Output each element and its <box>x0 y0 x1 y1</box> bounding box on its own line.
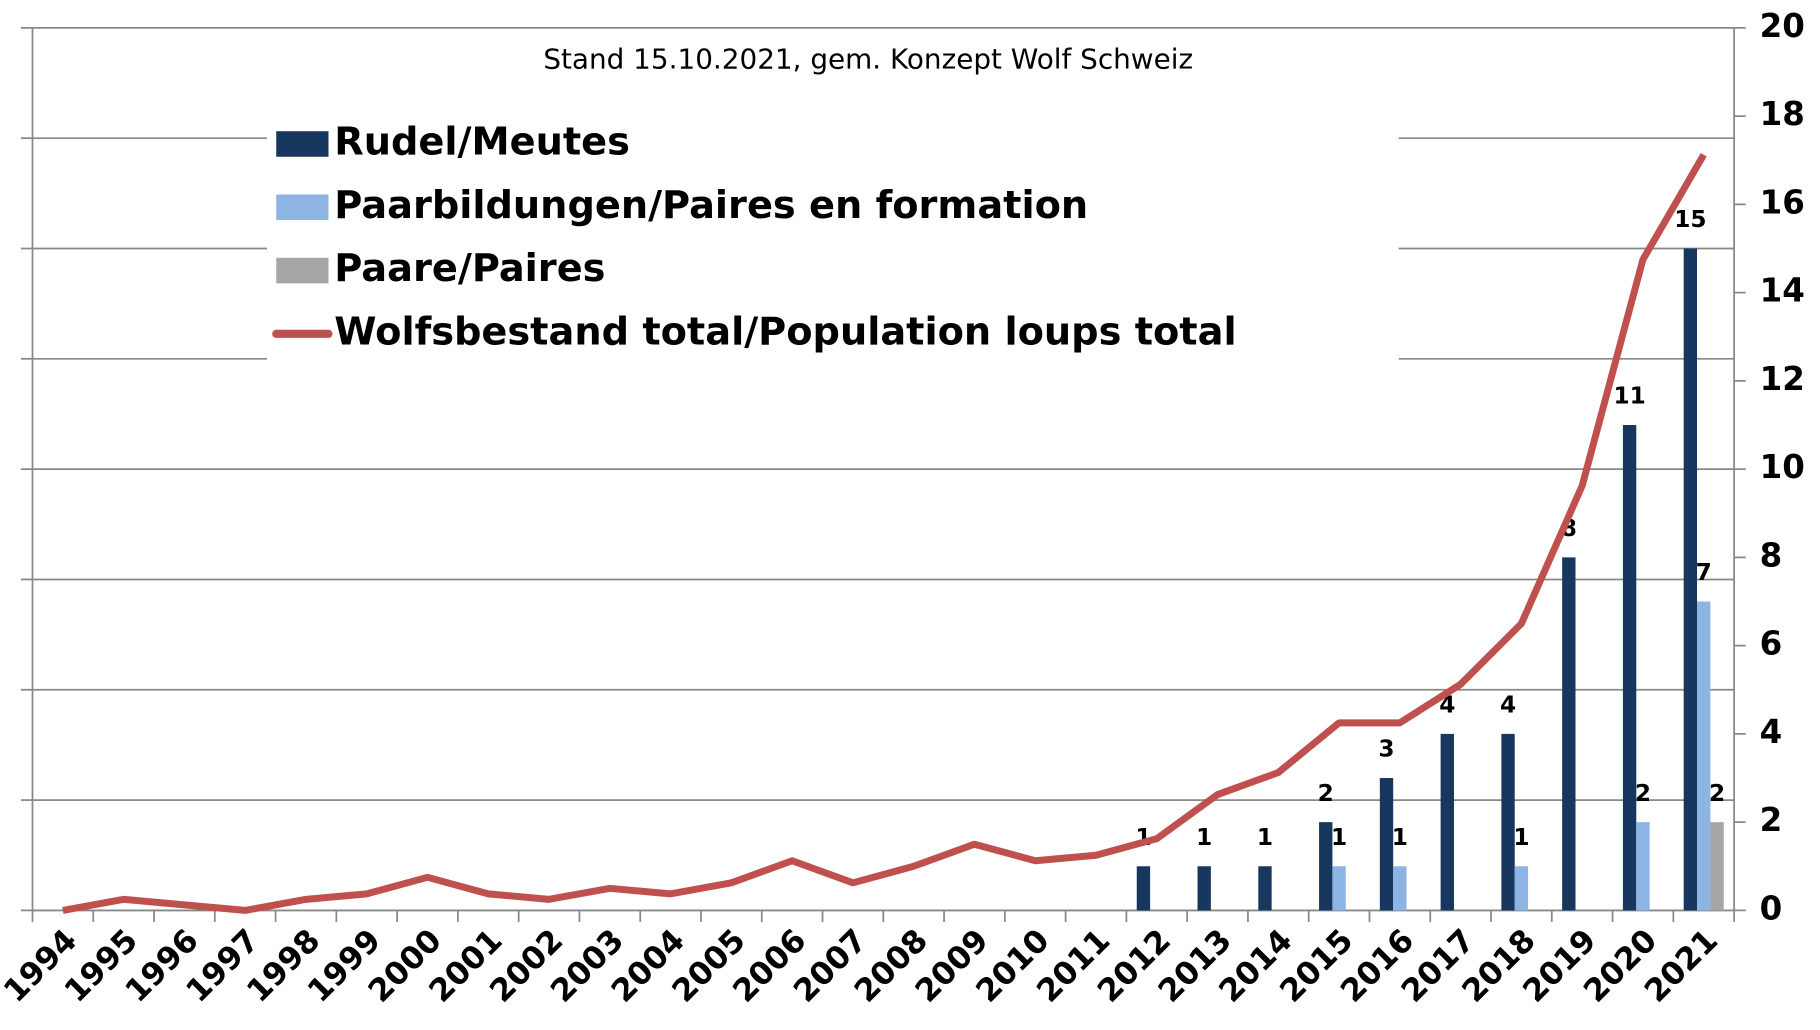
bar <box>1258 866 1272 911</box>
bar <box>1710 822 1724 911</box>
bar <box>1514 866 1529 911</box>
bar <box>1622 425 1637 911</box>
bar <box>1636 822 1650 911</box>
data-label: 11 <box>1613 383 1645 410</box>
legend: Rudel/Meutes Paarbildungen/Paires en form… <box>266 116 1399 363</box>
y2-tick-label: 2 <box>1760 801 1783 839</box>
bar <box>1683 248 1698 911</box>
data-label: 1 <box>1331 824 1347 851</box>
y2-tick-label: 16 <box>1760 183 1805 221</box>
bar <box>1379 778 1394 911</box>
chart-subtitle: Stand 15.10.2021, gem. Konzept Wolf Schw… <box>543 42 1193 75</box>
bar <box>1197 866 1211 911</box>
legend-label: Paare/Paires <box>334 246 605 291</box>
y2-tick-label: 0 <box>1760 889 1783 927</box>
bar <box>1136 866 1151 911</box>
y2-tick-label: 14 <box>1760 272 1805 310</box>
y2-tick-label: 10 <box>1760 448 1805 486</box>
bar <box>1440 733 1454 911</box>
y2-tick-label: 6 <box>1760 625 1783 663</box>
bar <box>1562 557 1576 911</box>
bar <box>1319 822 1333 911</box>
legend-label: Wolfsbestand total/Population loups tota… <box>334 309 1236 354</box>
data-label: 1 <box>1513 824 1529 851</box>
data-label: 3 <box>1378 736 1394 763</box>
legend-swatch <box>276 194 329 221</box>
y2-tick-label: 4 <box>1760 713 1783 751</box>
legend-label: Paarbildungen/Paires en formation <box>334 183 1088 228</box>
data-label: 1 <box>1392 824 1408 851</box>
bar <box>1393 866 1407 911</box>
data-label: 2 <box>1318 780 1334 807</box>
line-series <box>62 152 1707 914</box>
data-label: 4 <box>1500 692 1516 719</box>
data-label: 1 <box>1257 824 1273 851</box>
data-label: 1 <box>1196 824 1212 851</box>
y2-tick-label: 8 <box>1760 536 1783 574</box>
bar <box>1501 733 1515 911</box>
legend-box <box>266 116 1399 363</box>
data-label: 2 <box>1709 780 1725 807</box>
legend-swatch <box>276 131 329 157</box>
y2-tick-label: 18 <box>1760 95 1805 133</box>
bar <box>1332 866 1346 911</box>
y2-tick-label: 12 <box>1760 360 1805 398</box>
data-label: 7 <box>1696 559 1712 586</box>
legend-swatch <box>276 257 329 284</box>
y2-tick-label: 20 <box>1760 7 1805 45</box>
data-label: 2 <box>1635 780 1651 807</box>
data-label: 15 <box>1674 206 1706 233</box>
legend-label: Rudel/Meutes <box>334 119 630 164</box>
bar <box>1697 601 1711 911</box>
